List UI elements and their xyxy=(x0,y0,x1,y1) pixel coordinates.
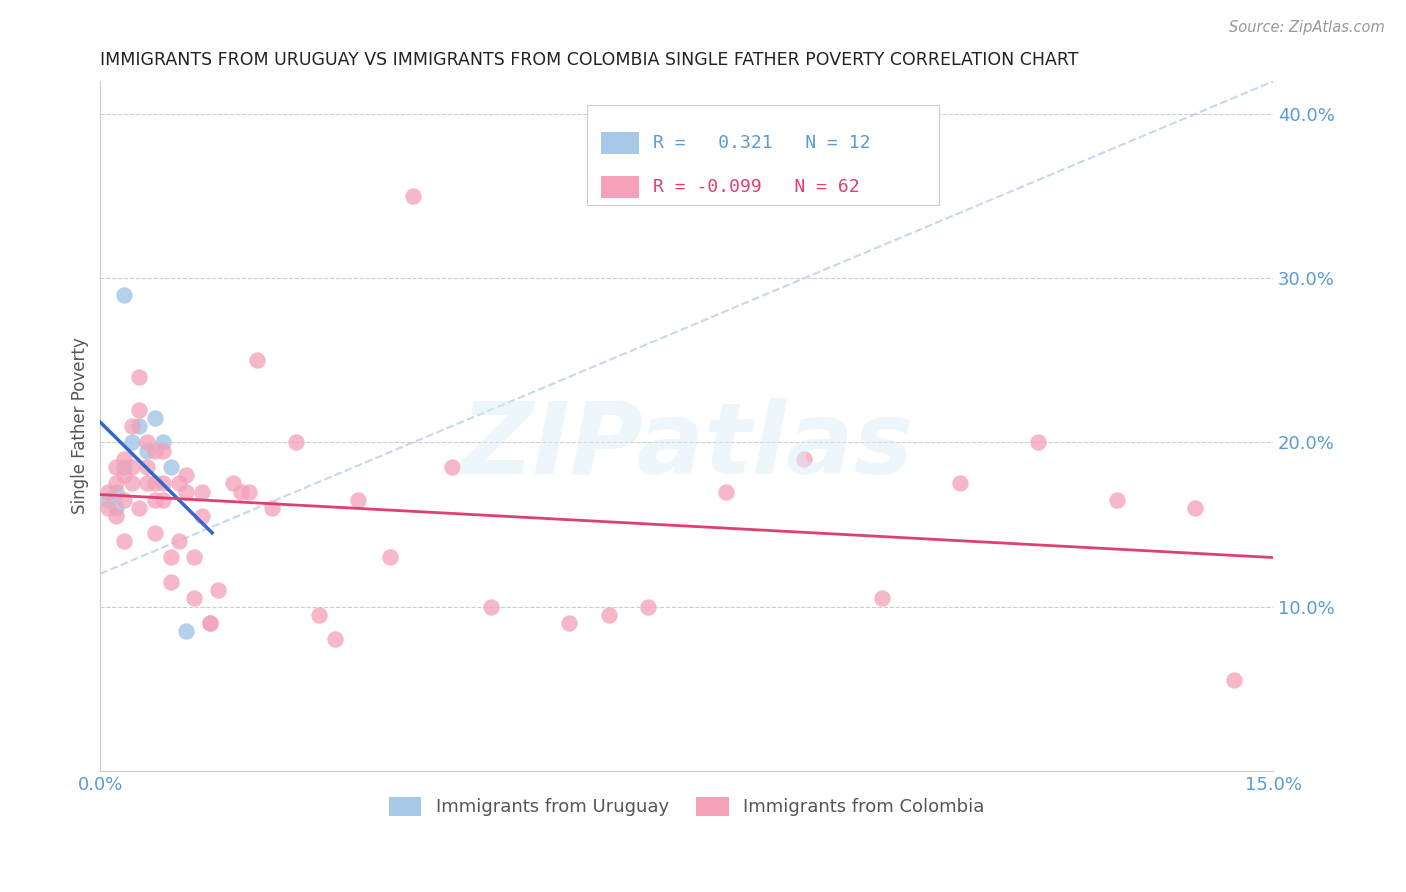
Point xyxy=(121,476,143,491)
Point xyxy=(558,615,581,630)
Point xyxy=(97,501,120,516)
Text: Source: ZipAtlas.com: Source: ZipAtlas.com xyxy=(1229,20,1385,35)
Point xyxy=(159,460,181,475)
Point xyxy=(143,410,166,425)
Point xyxy=(441,460,464,475)
Point xyxy=(112,287,135,301)
Point xyxy=(112,492,135,507)
Point xyxy=(347,492,370,507)
Point xyxy=(136,476,159,491)
Point xyxy=(1105,492,1128,507)
Point xyxy=(112,451,135,466)
Point xyxy=(152,435,174,450)
Point xyxy=(112,468,135,483)
Point xyxy=(176,468,198,483)
Point xyxy=(176,624,198,639)
Y-axis label: Single Father Poverty: Single Father Poverty xyxy=(72,338,89,515)
Point xyxy=(229,484,252,499)
Point xyxy=(637,599,659,614)
Point xyxy=(198,615,221,630)
Point xyxy=(870,591,893,606)
Point xyxy=(323,632,346,647)
Point xyxy=(479,599,502,614)
Point xyxy=(104,509,127,524)
Point xyxy=(104,501,127,516)
Point xyxy=(714,484,737,499)
Point xyxy=(97,492,120,507)
Point xyxy=(183,591,205,606)
Point xyxy=(97,484,120,499)
Point xyxy=(143,476,166,491)
Point xyxy=(143,525,166,540)
Point xyxy=(128,419,150,434)
Point xyxy=(246,353,269,368)
Point xyxy=(191,484,214,499)
Point xyxy=(152,443,174,458)
Legend: Immigrants from Uruguay, Immigrants from Colombia: Immigrants from Uruguay, Immigrants from… xyxy=(382,790,991,823)
Point xyxy=(152,492,174,507)
Point xyxy=(198,615,221,630)
Text: R = -0.099   N = 62: R = -0.099 N = 62 xyxy=(652,178,859,196)
Point xyxy=(136,460,159,475)
Point xyxy=(167,476,190,491)
Point xyxy=(402,189,425,203)
Text: ZIPatlas: ZIPatlas xyxy=(460,398,914,495)
Point xyxy=(191,509,214,524)
Point xyxy=(1223,673,1246,688)
FancyBboxPatch shape xyxy=(602,177,638,198)
FancyBboxPatch shape xyxy=(602,132,638,154)
Point xyxy=(238,484,260,499)
Point xyxy=(159,550,181,565)
Point xyxy=(121,419,143,434)
Text: IMMIGRANTS FROM URUGUAY VS IMMIGRANTS FROM COLOMBIA SINGLE FATHER POVERTY CORREL: IMMIGRANTS FROM URUGUAY VS IMMIGRANTS FR… xyxy=(100,51,1078,69)
Point xyxy=(1184,501,1206,516)
Point xyxy=(949,476,972,491)
Point xyxy=(112,533,135,548)
Point xyxy=(136,443,159,458)
FancyBboxPatch shape xyxy=(588,105,939,205)
Point xyxy=(598,607,620,622)
Point xyxy=(112,460,135,475)
Text: R =   0.321   N = 12: R = 0.321 N = 12 xyxy=(652,135,870,153)
Point xyxy=(104,476,127,491)
Point xyxy=(104,484,127,499)
Point xyxy=(176,484,198,499)
Point xyxy=(207,583,229,598)
Point xyxy=(128,402,150,417)
Point xyxy=(136,435,159,450)
Point xyxy=(262,501,284,516)
Point xyxy=(378,550,401,565)
Point xyxy=(159,574,181,589)
Point xyxy=(143,443,166,458)
Point xyxy=(167,533,190,548)
Point xyxy=(128,501,150,516)
Point xyxy=(121,435,143,450)
Point xyxy=(152,476,174,491)
Point xyxy=(121,460,143,475)
Point xyxy=(308,607,330,622)
Point xyxy=(128,369,150,384)
Point xyxy=(222,476,245,491)
Point xyxy=(1028,435,1050,450)
Point xyxy=(183,550,205,565)
Point xyxy=(104,460,127,475)
Point xyxy=(284,435,307,450)
Point xyxy=(793,451,815,466)
Point xyxy=(143,492,166,507)
